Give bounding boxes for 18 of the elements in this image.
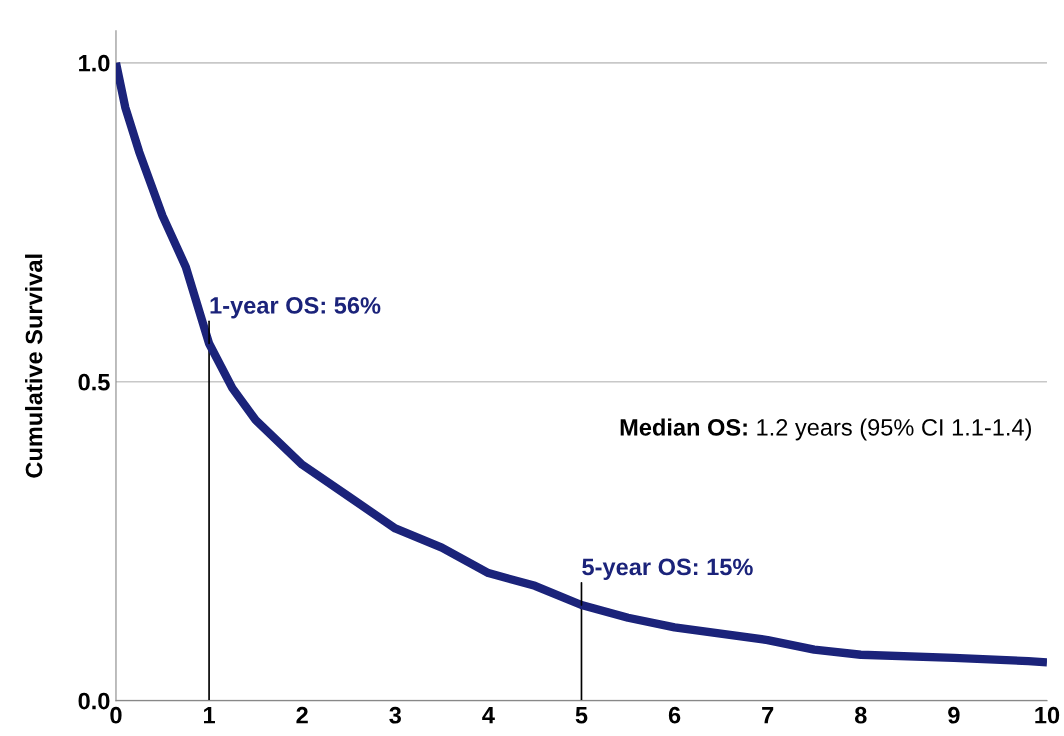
annotation: 5-year OS: 15% — [582, 558, 753, 580]
x-tick-label: 3 — [389, 706, 401, 724]
annotation: Median OS: 1.2 years (95% CI 1.1-1.4) — [620, 418, 1031, 441]
x-tick-label: 8 — [854, 706, 867, 724]
y-axis-title: Cumulative Survival — [25, 254, 43, 478]
y-tick-label: 1.0 — [79, 54, 110, 72]
x-tick-label: 5 — [575, 707, 588, 724]
y-tick-label: 0.5 — [78, 373, 110, 391]
x-tick-label: 4 — [482, 707, 495, 724]
y-tick-label: 0.0 — [78, 692, 110, 710]
annotation: 1-year OS: 56% — [210, 297, 381, 319]
x-tick-label: 10 — [1035, 706, 1060, 724]
x-tick-label: 1 — [204, 707, 215, 724]
x-tick-label: 2 — [296, 706, 308, 724]
x-tick-label: 0 — [110, 706, 122, 724]
x-tick-label: 7 — [762, 707, 774, 724]
x-tick-label: 9 — [948, 706, 960, 724]
x-tick-label: 6 — [668, 706, 681, 724]
